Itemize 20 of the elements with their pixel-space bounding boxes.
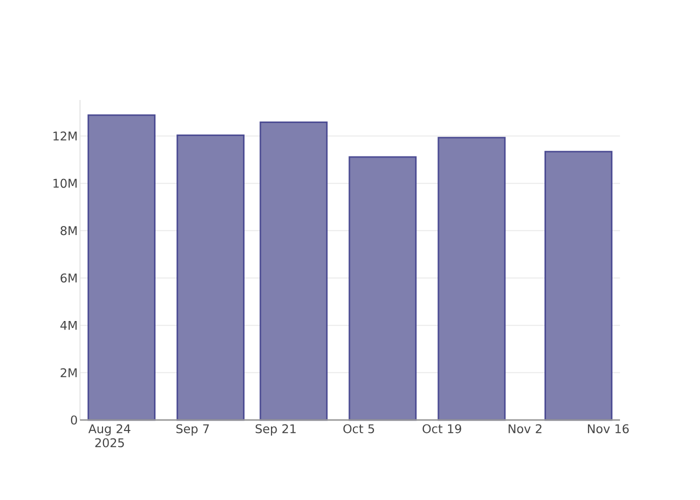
bar bbox=[438, 136, 506, 421]
x-tick-label: Aug 24 2025 bbox=[88, 424, 130, 448]
x-tick-label: Sep 7 bbox=[176, 424, 209, 436]
x-tick-label: Nov 2 bbox=[508, 424, 542, 434]
bar bbox=[348, 156, 417, 421]
y-tick-label: 4M bbox=[60, 320, 77, 330]
bar bbox=[176, 134, 245, 421]
x-tick-label: Sep 21 bbox=[256, 424, 296, 436]
x-tick-label: Oct 5 bbox=[343, 424, 374, 434]
bar bbox=[88, 114, 156, 421]
y-tick-label: 6M bbox=[60, 273, 77, 283]
y-tick-label: 2M bbox=[60, 368, 77, 378]
y-tick-label: 12M bbox=[53, 132, 77, 140]
y-tick-label: 10M bbox=[53, 178, 77, 188]
bar bbox=[260, 121, 328, 421]
y-tick-label: 0 bbox=[70, 415, 78, 425]
x-tick-label: Oct 19 bbox=[422, 424, 462, 434]
y-tick-label: 8M bbox=[60, 226, 77, 236]
x-tick-label: Nov 16 bbox=[588, 424, 629, 434]
bar bbox=[544, 150, 612, 421]
